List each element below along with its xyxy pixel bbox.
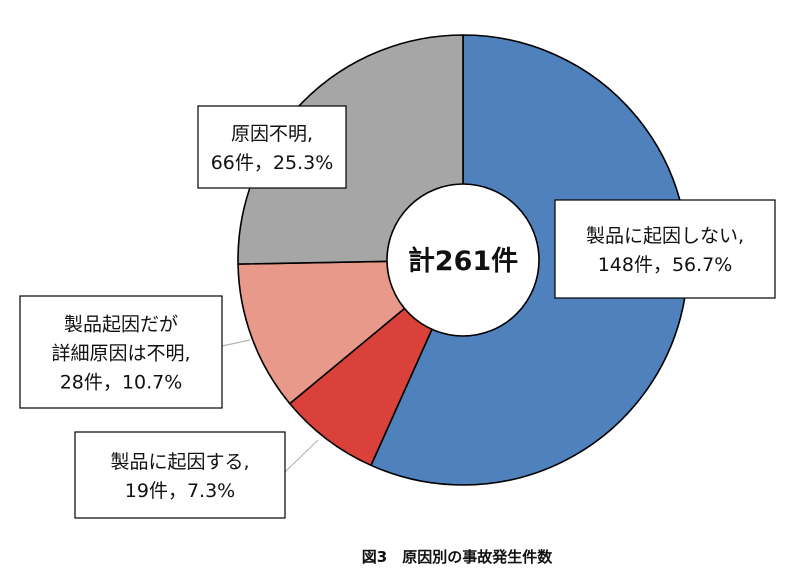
label-box <box>554 199 776 299</box>
label-line: 66件，25.3% <box>211 152 334 174</box>
label-box <box>19 295 223 409</box>
figure-caption: 図3 原因別の事故発生件数 <box>362 548 553 566</box>
label-not-product-caused: 製品に起因しない, 148件，56.7% <box>554 199 776 299</box>
label-product-caused: 製品に起因する, 19件，7.3% <box>74 431 286 519</box>
label-line: 19件，7.3% <box>125 480 235 502</box>
slice-cause-unknown <box>237 34 464 265</box>
leader-line <box>284 439 319 473</box>
label-line: 製品起因だが <box>64 314 178 336</box>
label-line: 148件，56.7% <box>598 254 733 276</box>
label-line: 詳細原因は不明, <box>51 343 190 365</box>
center-total-label: 計261件 <box>408 245 518 277</box>
leader-line <box>221 339 251 347</box>
center-hole <box>386 183 540 337</box>
slice-labels: 製品に起因しない, 148件，56.7% 製品に起因する, 19件，7.3% 製品起因だ… <box>19 105 776 519</box>
label-box <box>197 105 347 189</box>
label-box <box>74 431 286 519</box>
label-line: 原因不明, <box>231 123 313 145</box>
label-line: 製品に起因しない, <box>586 225 744 247</box>
leader-lines <box>221 339 319 473</box>
label-line: 28件，10.7% <box>60 372 183 394</box>
label-cause-unknown: 原因不明, 66件，25.3% <box>197 105 347 189</box>
label-line: 製品に起因する, <box>110 451 249 473</box>
